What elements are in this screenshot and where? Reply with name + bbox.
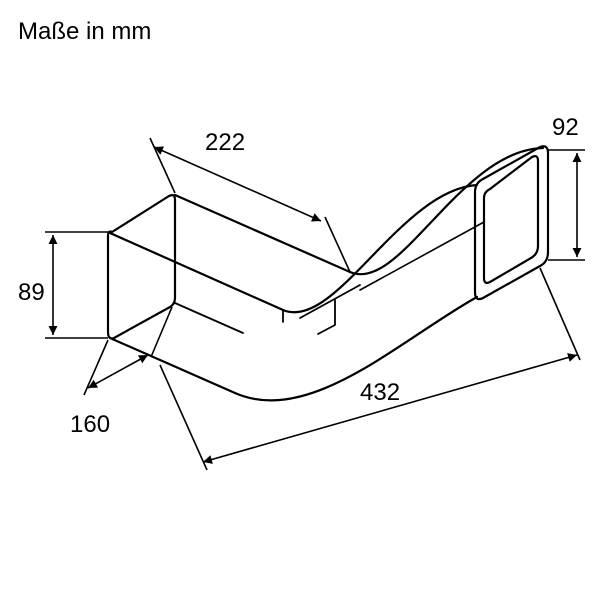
dim-left-height: 89: [18, 279, 45, 306]
dim-left-depth: 160: [70, 411, 110, 438]
technical-drawing: 222 92 89 160 432: [0, 0, 600, 600]
dim-bottom-width: 432: [360, 379, 400, 406]
diagram-title: Maße in mm: [18, 18, 151, 46]
dimension-lines: [45, 138, 585, 470]
dim-right-height: 92: [552, 114, 579, 141]
dimension-values: 222 92 89 160 432: [18, 114, 579, 438]
dim-top-width: 222: [205, 129, 245, 156]
part-outline: [108, 146, 548, 400]
